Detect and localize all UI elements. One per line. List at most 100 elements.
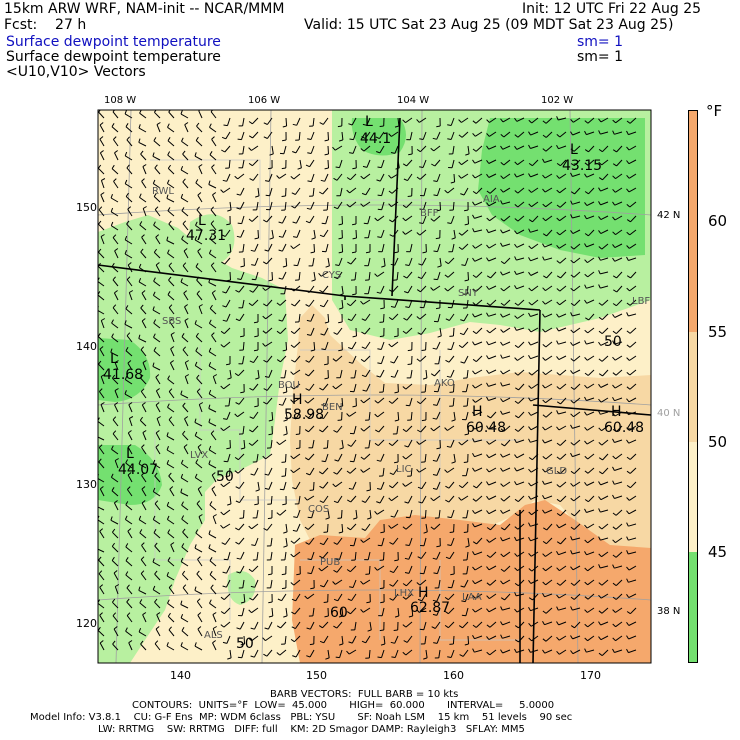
wind-barb-feather <box>460 361 465 364</box>
wind-barb <box>99 642 105 651</box>
wind-barb <box>600 509 609 513</box>
wind-barb-feather <box>361 346 366 350</box>
wind-barb-feather <box>333 177 338 181</box>
wind-barb-feather <box>465 545 470 548</box>
wind-barb-feather <box>235 541 240 545</box>
wind-barb-feather <box>528 622 532 627</box>
wind-barb-feather <box>225 475 230 477</box>
wind-barb <box>241 131 245 140</box>
wind-barb-feather <box>154 640 159 645</box>
wind-barb <box>349 467 357 474</box>
wind-barb-feather <box>472 452 475 457</box>
wind-barb-feather <box>320 179 325 182</box>
wind-barb-feather <box>433 278 438 281</box>
wind-barb <box>309 467 315 476</box>
wind-barb <box>544 481 553 485</box>
wind-barb-feather <box>278 277 283 280</box>
wind-barb <box>378 425 385 433</box>
wind-barb-feather <box>514 344 519 349</box>
wind-barb <box>141 320 147 329</box>
wind-barb <box>383 551 385 561</box>
wind-barb <box>124 239 133 245</box>
wind-barb-feather <box>446 445 451 448</box>
wind-barb <box>488 467 497 473</box>
wind-barb <box>600 341 609 346</box>
wind-barb <box>351 593 357 601</box>
wind-barb-feather <box>166 501 170 506</box>
wind-barb-feather <box>142 430 147 434</box>
wind-barb <box>298 271 301 280</box>
colorbar-green-low <box>689 552 697 662</box>
wind-barb-feather <box>235 402 240 405</box>
wind-barb <box>409 243 413 252</box>
wind-barb-feather <box>353 517 358 520</box>
wind-barb <box>363 607 371 613</box>
wind-barb <box>462 649 469 657</box>
wind-barb-feather <box>528 354 531 359</box>
wind-barb <box>209 602 217 609</box>
wind-barb-feather <box>360 539 364 543</box>
wind-barb <box>195 477 203 483</box>
wind-barb <box>560 159 567 167</box>
wind-barb <box>152 365 161 371</box>
wind-barb <box>365 635 371 644</box>
wind-barb-feather <box>416 289 421 293</box>
wind-barb-feather <box>394 559 399 562</box>
wind-barb <box>600 285 609 289</box>
wind-barb <box>405 117 413 124</box>
wind-barb-feather <box>626 611 631 615</box>
wind-barb-feather <box>528 511 532 516</box>
wind-barb-feather <box>389 541 394 545</box>
wind-barb-feather <box>430 373 435 377</box>
colorbar-unit: °F <box>706 102 723 120</box>
wind-barb-feather <box>626 120 631 124</box>
wind-barb-feather <box>168 584 173 588</box>
wind-barb <box>153 280 161 287</box>
wind-barb-feather <box>276 359 281 363</box>
wind-barb <box>168 111 175 119</box>
wind-barb <box>211 167 217 175</box>
wind-barb-feather <box>444 261 449 265</box>
wind-barb-feather <box>402 330 407 334</box>
wind-barb <box>242 425 245 434</box>
wind-barb-feather <box>113 178 117 182</box>
wind-barb-feather <box>402 119 406 123</box>
wind-barb <box>167 252 175 259</box>
wind-barb <box>180 645 189 651</box>
wind-barb-feather <box>166 572 169 577</box>
wind-barb-feather <box>319 416 324 420</box>
wind-barb <box>285 425 288 434</box>
wind-barb-feather <box>444 596 449 601</box>
wind-barb-feather <box>472 148 477 152</box>
wind-barb-feather <box>185 374 190 377</box>
wind-barb-feather <box>182 528 186 533</box>
wind-barb-feather <box>306 319 311 322</box>
wind-barb <box>474 257 483 262</box>
wind-barb-feather <box>389 597 394 601</box>
wind-barb-feather <box>124 151 128 156</box>
wind-barb <box>559 201 567 208</box>
wind-barb-feather <box>514 498 519 503</box>
wind-barb-feather <box>598 161 603 166</box>
wind-barb-feather <box>293 516 298 518</box>
wind-barb-feather <box>290 638 295 643</box>
wind-barb <box>503 131 511 138</box>
wind-barb-feather <box>283 531 288 534</box>
wind-barb-feather <box>403 640 408 643</box>
wind-barb-feather <box>197 248 201 252</box>
wind-barb-feather <box>584 149 589 153</box>
wind-barb <box>490 271 497 279</box>
wind-barb <box>184 320 189 329</box>
wind-barb-feather <box>125 192 129 197</box>
wind-barb-feather <box>598 564 601 569</box>
wind-barb <box>184 306 189 315</box>
wind-barb-feather <box>306 655 311 658</box>
wind-barb-feather <box>528 606 531 611</box>
wind-barb <box>436 467 441 476</box>
wind-barb-feather <box>418 501 423 504</box>
wind-barb <box>228 159 231 169</box>
wind-barb-feather <box>570 625 575 629</box>
wind-barb <box>155 628 161 637</box>
field-40-45-ne <box>478 118 645 258</box>
wind-barb-feather <box>598 230 602 234</box>
